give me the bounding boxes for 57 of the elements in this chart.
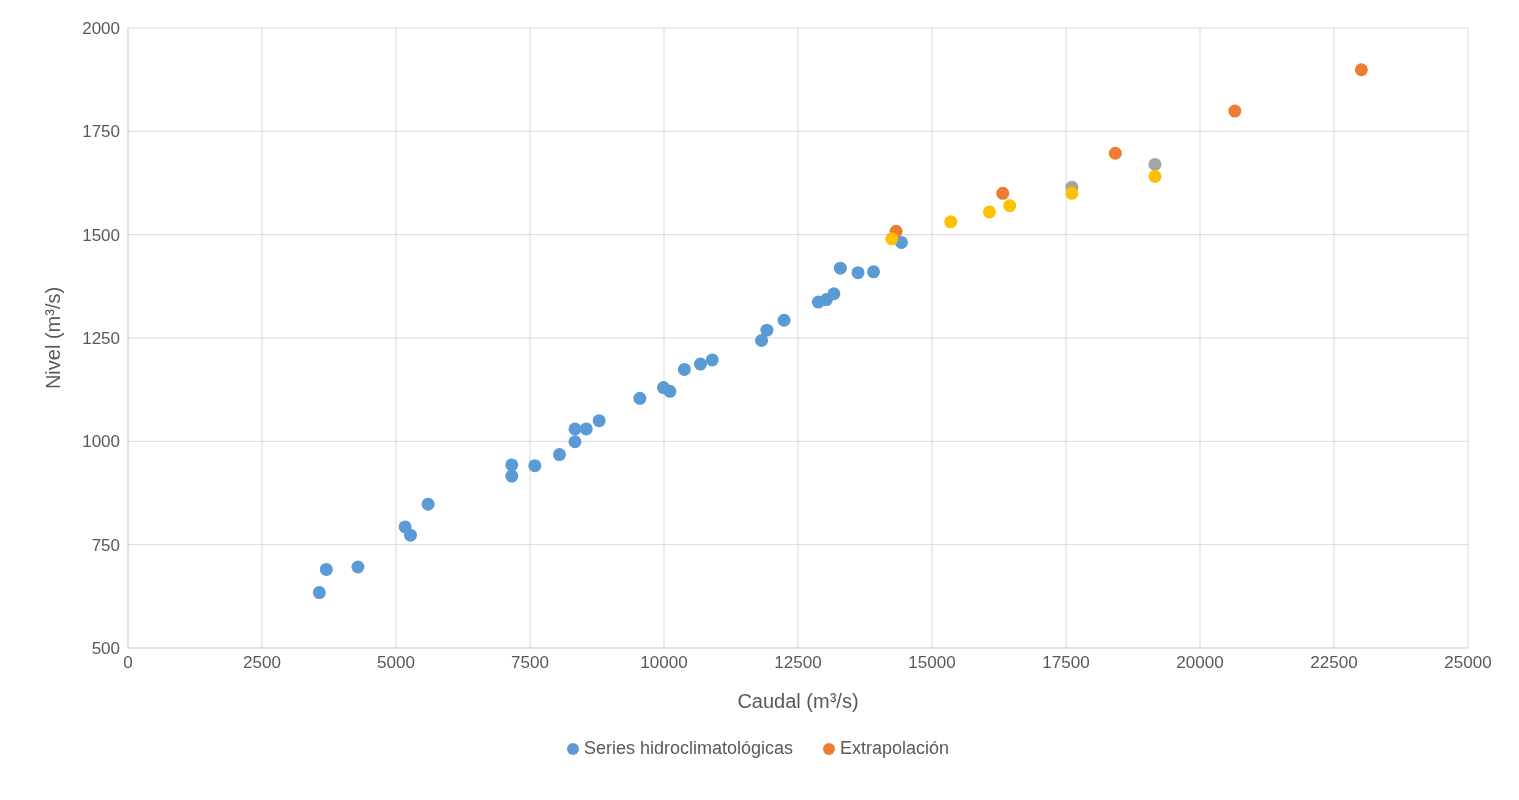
point (351, 560, 365, 574)
point (705, 353, 719, 367)
y-tick-label: 1500 (82, 225, 120, 245)
point (833, 261, 847, 275)
point (760, 323, 774, 337)
y-axis-title: Nivel (m³/s) (42, 286, 65, 390)
x-tick-label: 0 (123, 653, 133, 673)
y-tick-label: 2000 (82, 19, 120, 39)
x-tick-label: 12500 (774, 653, 822, 673)
point (885, 232, 899, 246)
y-tick-label: 1000 (82, 432, 120, 452)
x-axis-title: Caudal (m³/s) (737, 690, 859, 712)
point (568, 435, 582, 449)
x-tick-label: 2500 (243, 653, 281, 673)
x-tick-label: 5000 (377, 653, 415, 673)
point (851, 266, 865, 280)
point (1228, 104, 1242, 118)
point (693, 357, 707, 371)
point (552, 448, 566, 462)
y-tick-label: 500 (91, 639, 120, 659)
x-tick-label: 22500 (1310, 653, 1358, 673)
point (996, 186, 1010, 200)
x-tick-label: 20000 (1176, 653, 1224, 673)
point (677, 362, 691, 376)
legend-label: Series hidroclimatológicas (582, 738, 793, 759)
x-tick-label: 17500 (1042, 653, 1090, 673)
point (1108, 146, 1122, 160)
point (755, 333, 769, 347)
point (403, 528, 417, 542)
point (505, 458, 519, 472)
legend-label: Extrapolación (839, 738, 950, 759)
x-tick-label: 7500 (511, 653, 549, 673)
point (1148, 169, 1162, 183)
point (944, 215, 958, 229)
point (1003, 199, 1017, 213)
point (505, 469, 519, 483)
x-tick-label: 10000 (640, 653, 688, 673)
y-tick-label: 1750 (82, 122, 120, 142)
point (663, 384, 677, 398)
x-tick-label: 15000 (908, 653, 956, 673)
point (312, 586, 326, 600)
point (867, 265, 881, 279)
point (1354, 63, 1368, 77)
point (1065, 186, 1079, 200)
point (421, 497, 435, 511)
point (1148, 157, 1162, 171)
point (579, 422, 593, 436)
x-tick-label: 25000 (1444, 653, 1492, 673)
point (528, 459, 542, 473)
point (633, 391, 647, 405)
point (592, 414, 606, 428)
point (982, 205, 996, 219)
point (319, 562, 333, 576)
point (827, 287, 841, 301)
y-tick-label: 1250 (82, 329, 120, 349)
point (777, 313, 791, 327)
y-tick-label: 750 (91, 535, 120, 555)
